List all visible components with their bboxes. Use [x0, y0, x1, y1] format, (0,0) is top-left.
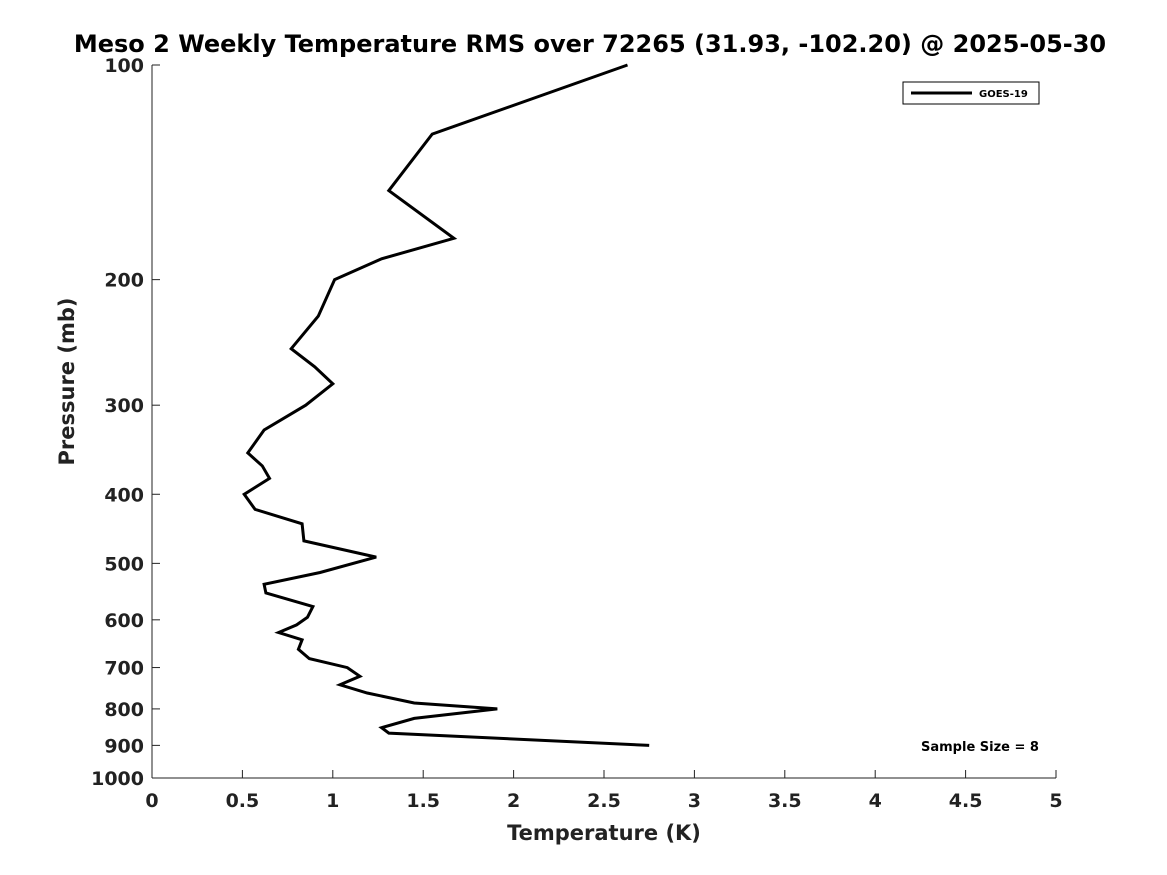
y-tick-label: 400 — [104, 484, 144, 506]
y-tick-label: 600 — [104, 610, 144, 632]
y-tick-label: 300 — [104, 395, 144, 417]
x-tick-label: 0 — [145, 790, 158, 812]
y-tick-label: 100 — [104, 55, 144, 77]
y-tick-label: 500 — [104, 553, 144, 575]
y-axis-label: Pressure (mb) — [55, 298, 79, 466]
y-tick-label: 800 — [104, 699, 144, 721]
series-line-goes-19 — [242, 63, 650, 747]
x-tick-label: 1 — [326, 790, 339, 812]
x-tick-label: 2.5 — [587, 790, 621, 812]
y-tick-label: 1000 — [91, 768, 144, 790]
x-tick-label: 0.5 — [226, 790, 260, 812]
axis-ticks: 0 0.5 1 1.5 2 2.5 3 3.5 4 4.5 5 100 200 300 400 500 600 7… — [91, 55, 1063, 812]
chart-title: Meso 2 Weekly Temperature RMS over 72265… — [74, 30, 1106, 58]
y-tick-label: 900 — [104, 735, 144, 757]
x-tick-label: 3 — [688, 790, 701, 812]
plot-area — [152, 65, 1056, 778]
y-tick-label: 700 — [104, 658, 144, 680]
legend-entry-goes-19: GOES-19 — [979, 89, 1028, 100]
x-tick-label: 3.5 — [768, 790, 802, 812]
sample-size-annotation: Sample Size = 8 — [921, 740, 1039, 755]
legend: GOES-19 — [902, 81, 1040, 105]
y-tick-label: 200 — [104, 270, 144, 292]
x-tick-label: 2 — [507, 790, 520, 812]
x-axis-label: Temperature (K) — [507, 821, 701, 845]
x-tick-label: 4 — [869, 790, 882, 812]
x-tick-label: 5 — [1049, 790, 1062, 812]
x-tick-label: 4.5 — [949, 790, 983, 812]
x-tick-label: 1.5 — [406, 790, 440, 812]
series-lines — [242, 63, 650, 747]
